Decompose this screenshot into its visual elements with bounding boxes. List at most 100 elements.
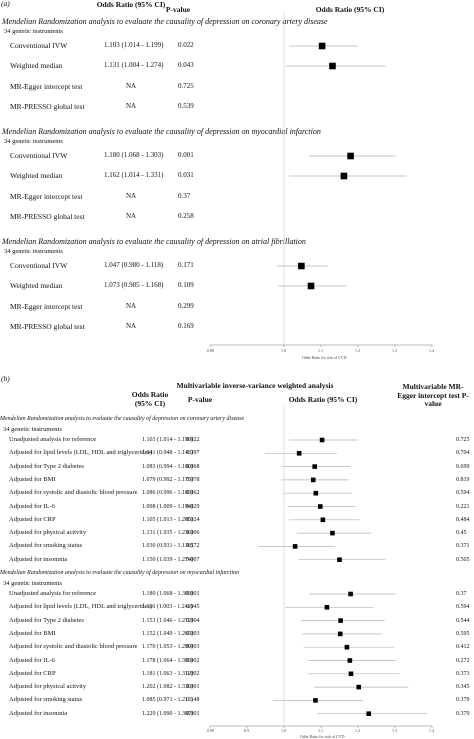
method-label: Adjusted for systolic and diastolic bloo… bbox=[9, 489, 138, 497]
p-value: 0.002 bbox=[186, 657, 200, 664]
p-value: 0.024 bbox=[186, 516, 200, 523]
egger-p-value: 0.704 bbox=[456, 450, 470, 457]
point-estimate bbox=[312, 464, 318, 469]
egger-p-value: 0.379 bbox=[456, 697, 470, 704]
method-label: Adjusted for lipid levels (LDL, HDL and … bbox=[9, 603, 153, 611]
p-value: 0.006 bbox=[186, 530, 200, 537]
or-ci-value: 1.047 (0.980 - 1.118) bbox=[104, 261, 164, 269]
or-ci-value: 1.180 (1.068 - 1.303) bbox=[142, 591, 193, 597]
panel-a-label: (a) bbox=[1, 0, 10, 8]
egger-p-value: 0.699 bbox=[456, 463, 470, 470]
section-title: Mendelian Randomization analysis to eval… bbox=[2, 237, 306, 246]
or-ci-value: 1.098 (1.009 - 1.194) bbox=[142, 503, 193, 510]
method-label: Adjusted for IL-6 bbox=[9, 502, 55, 510]
instruments-label: 34 genetic instruments bbox=[3, 426, 62, 433]
egger-p-value: 0.505 bbox=[456, 556, 470, 563]
x-tick-label: 0.9 bbox=[244, 728, 249, 733]
or-ci-value: 1.041 (0.948 - 1.143) bbox=[142, 450, 193, 457]
p-value: 0.045 bbox=[186, 604, 200, 611]
or-ci-value: 1.170 (1.053 - 1.299) bbox=[142, 644, 193, 651]
method-label: Adjusted for CRP bbox=[9, 515, 56, 523]
panel-b-group-header: Multivariable inverse-variance weighted … bbox=[176, 381, 334, 390]
p-value: 0.001 bbox=[186, 684, 200, 691]
egger-p-value: 0.221 bbox=[456, 503, 470, 510]
point-estimate bbox=[340, 172, 348, 180]
point-estimate bbox=[319, 437, 325, 443]
instruments-label: 34 genetic instruments bbox=[3, 580, 62, 587]
point-estimate bbox=[337, 557, 342, 562]
method-label: Adjusted for smoking status bbox=[9, 696, 83, 704]
x-tick-label: 0.80 bbox=[207, 728, 214, 733]
p-value: 0.003 bbox=[186, 644, 200, 651]
x-tick-label: 1.4 bbox=[429, 728, 434, 733]
p-value: 0.397 bbox=[186, 450, 200, 457]
panel-b-label: (b) bbox=[1, 374, 10, 383]
instruments-label: 34 genetic instruments bbox=[4, 138, 63, 145]
point-estimate bbox=[347, 658, 353, 663]
panel-b-or-header: Odds Ratio (95% CI) bbox=[131, 390, 169, 408]
p-value: 0.002 bbox=[186, 670, 200, 677]
point-estimate bbox=[320, 517, 326, 523]
panel-b-plot-header: Odds Ratio (95% CI) bbox=[288, 395, 358, 404]
p-value: 0.109 bbox=[178, 281, 194, 289]
method-label: Unadjusted analysis for reference bbox=[9, 590, 97, 597]
egger-p-value: 0.412 bbox=[456, 644, 470, 651]
panel-a-pvalue-header: P-value bbox=[165, 5, 191, 14]
egger-p-value: 0.272 bbox=[456, 657, 470, 664]
instruments-label: 34 genetic instruments bbox=[4, 28, 63, 35]
point-estimate bbox=[337, 631, 343, 637]
p-value: 0.078 bbox=[186, 476, 200, 483]
point-estimate bbox=[366, 711, 372, 716]
p-value: 0.007 bbox=[186, 556, 200, 563]
or-ci-value: 1.105 (1.013 - 1.205) bbox=[142, 516, 193, 523]
method-label: Adjusted for lipid levels (LDL, HDL and … bbox=[9, 449, 153, 457]
or-ci-value: NA bbox=[126, 102, 137, 110]
point-estimate bbox=[329, 62, 336, 70]
or-ci-value: 1.085 (0.971 - 1.213) bbox=[142, 697, 193, 704]
method-label: Conventional IVW bbox=[10, 41, 68, 50]
section-title: Mendelian Randomization analysis to eval… bbox=[0, 570, 240, 576]
egger-p-value: 0.725 bbox=[456, 437, 470, 443]
method-label: MR-Egger intercept test bbox=[10, 302, 83, 311]
or-ci-value: 1.152 (1.049 - 1.265) bbox=[142, 630, 193, 637]
x-tick-label: 1.1 bbox=[318, 728, 323, 733]
point-estimate bbox=[298, 262, 305, 270]
point-estimate bbox=[307, 282, 315, 290]
p-value: 0.004 bbox=[186, 617, 200, 624]
x-tick-label: 1.2 bbox=[355, 728, 360, 733]
egger-p-value: 0.594 bbox=[456, 604, 470, 611]
method-label: Adjusted for Type 2 diabetes bbox=[9, 616, 84, 624]
x-tick-label: 1.3 bbox=[392, 348, 397, 353]
panel-a-or-header: Odds Ratio (95% CI) bbox=[96, 0, 166, 9]
point-estimate bbox=[310, 477, 316, 483]
or-ci-value: 1.150 (1.039 - 1.274) bbox=[142, 556, 193, 563]
egger-p-value: 0.45 bbox=[456, 530, 467, 537]
or-ci-value: 1.153 (1.046 - 1.272) bbox=[142, 617, 193, 624]
or-ci-value: 1.180 (1.068 - 1.303) bbox=[104, 151, 164, 159]
or-ci-value: 1.103 (1.014 - 1.199) bbox=[104, 41, 164, 49]
point-estimate bbox=[317, 504, 323, 509]
or-ci-value: 1.116 (1.003 - 1.242) bbox=[142, 604, 193, 611]
section-title: Mendelian Randomization analysis to eval… bbox=[2, 127, 321, 136]
x-tick-label: 1.0 bbox=[281, 728, 286, 733]
egger-p-value: 0.484 bbox=[456, 516, 470, 523]
p-value: 0.299 bbox=[178, 302, 194, 310]
method-label: MR-PRESSO global test bbox=[10, 322, 85, 331]
egger-p-value: 0.345 bbox=[456, 684, 470, 691]
x-axis-label: Odds Ratio for risk of CVD bbox=[300, 734, 345, 739]
method-label: MR-PRESSO global test bbox=[10, 102, 85, 111]
point-estimate bbox=[344, 644, 350, 650]
or-ci-value: 1.103 (1.014 - 1.199) bbox=[142, 437, 193, 443]
p-value: 0.001 bbox=[186, 591, 200, 597]
x-tick-label: 0.80 bbox=[207, 348, 214, 353]
p-value: 0.068 bbox=[186, 463, 200, 470]
point-estimate bbox=[313, 698, 318, 703]
p-value: 0.029 bbox=[186, 503, 200, 510]
p-value: 0.022 bbox=[178, 41, 194, 49]
point-estimate bbox=[296, 451, 302, 456]
or-ci-value: 1.178 (1.064 - 1.303) bbox=[142, 657, 193, 664]
method-label: MR-Egger intercept test bbox=[10, 192, 83, 201]
panel-b-pvalue-header: P-value bbox=[187, 395, 213, 404]
method-label: Weighted median bbox=[10, 61, 63, 70]
method-label: Conventional IVW bbox=[10, 151, 68, 160]
